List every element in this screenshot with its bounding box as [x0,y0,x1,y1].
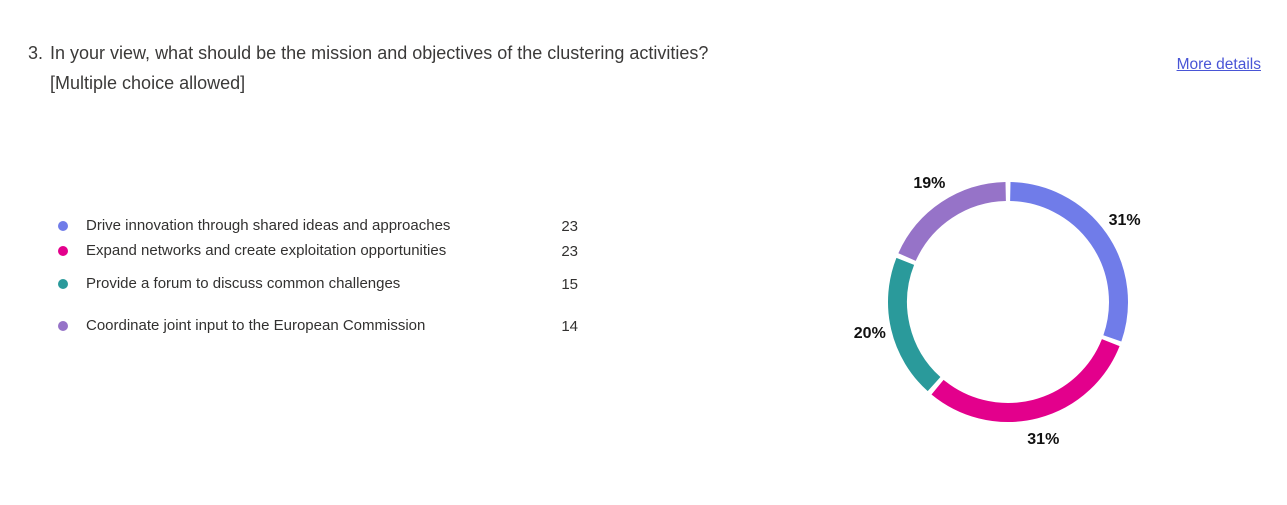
legend-item: Coordinate joint input to the European C… [58,314,578,338]
donut-slice [898,182,1007,262]
slice-percent-label: 31% [1108,212,1141,229]
legend-value: 23 [561,242,578,260]
legend-color-dot [58,279,68,289]
legend-value: 23 [561,217,578,235]
legend-value: 14 [561,317,578,335]
legend-label: Expand networks and create exploitation … [86,242,447,259]
legend-item: Provide a forum to discuss common challe… [58,272,578,296]
legend-color-dot [58,246,68,256]
legend-color-dot [58,321,68,331]
donut-slice [1009,182,1128,342]
legend-item: Drive innovation through shared ideas an… [58,214,578,238]
question-note: [Multiple choice allowed] [50,73,246,93]
donut-svg [888,182,1128,422]
question-number: 3. [28,43,44,63]
legend-item: Expand networks and create exploitation … [58,239,578,263]
slice-percent-label: 20% [853,325,886,343]
question-title: In your view, what should be the mission… [50,43,709,63]
legend-label: Drive innovation through shared ideas an… [86,217,451,234]
donut-slice [931,339,1120,422]
legend-label: Coordinate joint input to the European C… [86,317,426,334]
chart-legend: Drive innovation through shared ideas an… [58,214,578,338]
question-header: 3. In your view, what should be the miss… [28,38,1078,98]
question-text-block: In your view, what should be the mission… [50,38,1078,98]
donut-chart: 31% 31% 20% 19% [848,142,1168,462]
legend-value: 15 [561,275,578,293]
legend-color-dot [58,221,68,231]
legend-label: Provide a forum to discuss common challe… [86,275,401,292]
more-details-link[interactable]: More details [1176,56,1261,73]
donut-slice [888,257,941,392]
slice-percent-label: 19% [913,174,946,192]
slice-percent-label: 31% [1027,430,1060,448]
